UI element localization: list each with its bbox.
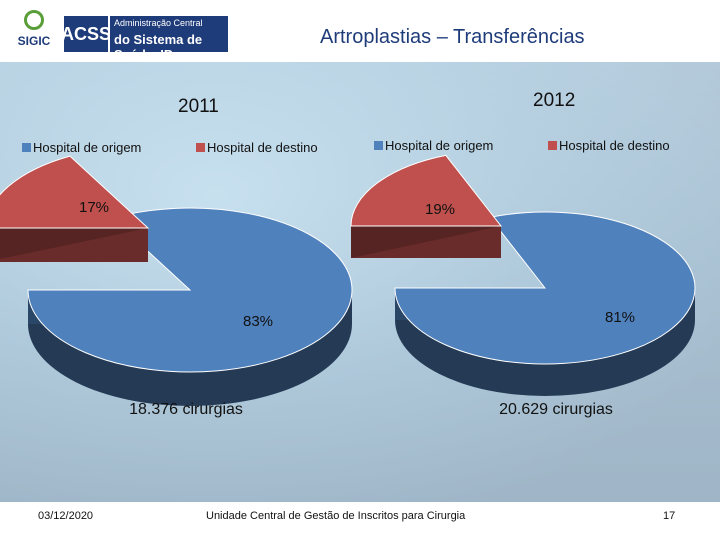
footer-unit: Unidade Central de Gestão de Inscritos p… bbox=[206, 510, 466, 522]
page-number: 17 bbox=[663, 510, 676, 522]
pie-slice-hospital-destino-2012 bbox=[350, 154, 503, 227]
pie-slice-side-hospital-origem-2012 bbox=[395, 288, 695, 396]
data-label-origem-2012: 81% bbox=[605, 309, 635, 326]
legend-swatch-0-0 bbox=[22, 143, 31, 152]
legend-label-0-0: Hospital de origem bbox=[33, 140, 141, 155]
pie-slice-hospital-destino-2011 bbox=[0, 155, 150, 229]
chart-title-2011: 2011 bbox=[178, 96, 219, 117]
data-label-destino-2012: 19% bbox=[425, 201, 455, 218]
legend-swatch-1-0 bbox=[374, 141, 383, 150]
pie-slice-side-hospital-origem-2011 bbox=[28, 290, 352, 406]
slide-footer: 03/12/2020 Unidade Central de Gestão de … bbox=[0, 502, 720, 540]
slide-title: Artroplastias – Transferências bbox=[320, 26, 585, 48]
chart-caption-2011: 18.376 cirurgias bbox=[129, 401, 243, 418]
sigic-logo-ring bbox=[24, 10, 44, 30]
data-label-origem-2011: 83% bbox=[243, 313, 273, 330]
chart-title-2012: 2012 bbox=[533, 90, 575, 111]
pie-slice-wall-hospital-destino-2011 bbox=[0, 228, 148, 262]
legend-label-0-1: Hospital de destino bbox=[207, 140, 318, 155]
legend-label-1-1: Hospital de destino bbox=[559, 138, 670, 153]
acss-logo-line2: do Sistema de Saúde, IP bbox=[114, 32, 203, 62]
acss-logo-box: ACSS bbox=[61, 16, 111, 52]
acss-logo-text: Administração Central do Sistema de Saúd… bbox=[110, 16, 228, 62]
pie-slice-hospital-origem-2012 bbox=[394, 211, 696, 365]
acss-logo-line1: Administração Central bbox=[114, 18, 203, 28]
chart-caption-2012: 20.629 cirurgias bbox=[499, 401, 613, 418]
sigic-logo-text: SIGIC bbox=[17, 34, 51, 48]
data-label-destino-2011: 17% bbox=[79, 199, 109, 216]
legend-swatch-1-1 bbox=[548, 141, 557, 150]
slide-header: SIGIC ACSS Administração Central do Sist… bbox=[0, 0, 720, 62]
acss-logo: ACSS Administração Central do Sistema de… bbox=[61, 16, 228, 62]
legend-swatch-0-1 bbox=[196, 143, 205, 152]
footer-date: 03/12/2020 bbox=[38, 510, 94, 522]
pie-slice-hospital-origem-2011 bbox=[27, 207, 353, 373]
sigic-logo: SIGIC bbox=[12, 10, 56, 54]
pie-slice-wall-hospital-destino-2012 bbox=[351, 226, 501, 258]
legend-label-1-0: Hospital de origem bbox=[385, 138, 493, 153]
